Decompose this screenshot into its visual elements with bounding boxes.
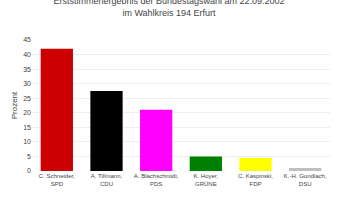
- svg-text:C. Kaspinski,FDP: C. Kaspinski,FDP: [238, 173, 273, 187]
- svg-text:C. Schneider,SPD: C. Schneider,SPD: [39, 173, 75, 187]
- svg-text:K.-H. Gundlach,DSU: K.-H. Gundlach,DSU: [284, 173, 327, 187]
- svg-text:Prozent: Prozent: [10, 91, 19, 119]
- svg-text:25: 25: [23, 95, 31, 102]
- svg-text:A. Tillmann,CDU: A. Tillmann,CDU: [91, 173, 123, 187]
- svg-text:20: 20: [23, 109, 31, 116]
- svg-text:15: 15: [23, 124, 31, 131]
- svg-text:30: 30: [23, 80, 31, 87]
- svg-text:5: 5: [27, 153, 31, 160]
- svg-text:45: 45: [23, 36, 31, 43]
- svg-text:40: 40: [23, 51, 31, 58]
- svg-text:A. Blachschmidt,PDS: A. Blachschmidt,PDS: [134, 173, 179, 187]
- svg-text:Erststimmenergebnis der Bundes: Erststimmenergebnis der Bundestagswahl a…: [53, 0, 284, 18]
- svg-text:0: 0: [27, 167, 31, 174]
- svg-text:10: 10: [23, 138, 31, 145]
- svg-text:K. Hoyer,GRÜNE: K. Hoyer,GRÜNE: [193, 173, 218, 187]
- svg-text:35: 35: [23, 66, 31, 73]
